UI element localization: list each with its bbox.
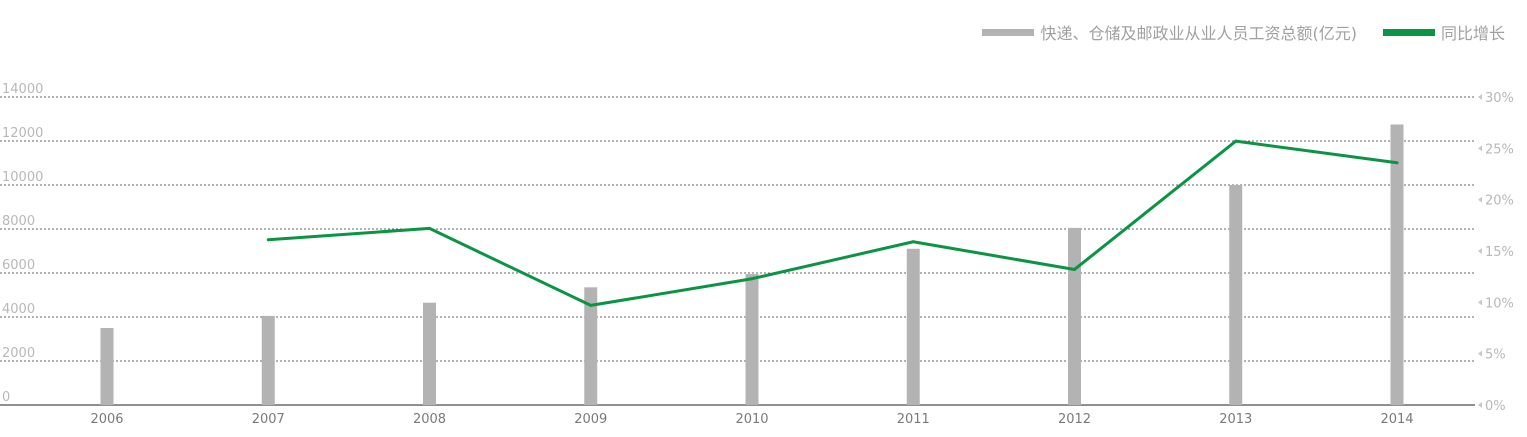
y-right-tick-marker [1478, 94, 1482, 100]
growth-point-2011 [911, 240, 915, 244]
growth-point-2010 [750, 277, 754, 281]
y-right-tick-label: 0% [1485, 399, 1506, 414]
bar-2012 [1068, 227, 1081, 405]
y-left-tick-label: 14000 [2, 82, 43, 97]
growth-point-2013 [1234, 139, 1238, 143]
growth-point-2014 [1395, 161, 1399, 165]
x-tick-label: 2009 [574, 412, 607, 427]
x-tick-label: 2010 [735, 412, 768, 427]
y-right-tick-label: 25% [1485, 142, 1514, 157]
y-left-tick-label: 8000 [2, 214, 35, 229]
bar-2007 [261, 315, 275, 405]
y-right-tick-marker [1478, 145, 1482, 152]
x-tick-label: 2012 [1058, 412, 1091, 427]
x-tick-label: 2013 [1219, 412, 1252, 427]
growth-line [268, 139, 1398, 307]
bar-2010 [745, 274, 759, 405]
y-right-tick-marker [1478, 299, 1482, 306]
bar-2009 [584, 287, 598, 405]
y-left-tick-label: 2000 [2, 346, 35, 361]
legend-item-bar: 快递、仓储及邮政业从业人员工资总额(亿元) [982, 20, 1357, 44]
x-tick-label: 2011 [897, 412, 930, 427]
legend: 快递、仓储及邮政业从业人员工资总额(亿元) 同比增长 [956, 20, 1505, 44]
bar-2011 [906, 248, 920, 405]
legend-swatch-line [1382, 28, 1435, 36]
x-tick-label: 2006 [90, 412, 123, 427]
legend-item-line: 同比增长 [1382, 20, 1505, 44]
y-right-tick-label: 20% [1485, 194, 1514, 209]
y-left-tick-label: 10000 [2, 170, 43, 185]
bar-2006 [100, 328, 114, 405]
bar-2014 [1390, 124, 1404, 405]
y-right-tick-marker [1478, 402, 1482, 408]
y-right-tick-label: 5% [1485, 348, 1506, 363]
bar-2013 [1229, 185, 1243, 405]
legend-label-line: 同比增长 [1440, 24, 1505, 43]
y-right-tick-label: 30% [1485, 91, 1514, 106]
y-left-tick-label: 6000 [2, 258, 35, 273]
x-tick-label: 2008 [413, 412, 446, 427]
y-right-tick-marker [1478, 350, 1482, 357]
y-left-tick-label: 0 [2, 390, 10, 405]
x-tick-label: 2007 [252, 412, 285, 427]
legend-label-bar: 快递、仓储及邮政业从业人员工资总额(亿元) [1040, 24, 1357, 43]
growth-point-2009 [589, 303, 593, 307]
y-right-tick-label: 10% [1485, 296, 1514, 311]
y-right-tick-label: 15% [1485, 245, 1514, 260]
growth-point-2008 [428, 226, 431, 230]
y-left-tick-label: 4000 [2, 302, 35, 317]
growth-point-2012 [1073, 267, 1076, 271]
y-right-tick-marker [1478, 196, 1482, 203]
x-tick-label: 2014 [1380, 412, 1413, 427]
growth-point-2007 [266, 238, 270, 242]
y-right-tick-marker [1478, 248, 1482, 254]
bar-2008 [423, 302, 436, 405]
y-left-tick-label: 12000 [2, 126, 43, 141]
legend-swatch-bar [982, 28, 1035, 36]
